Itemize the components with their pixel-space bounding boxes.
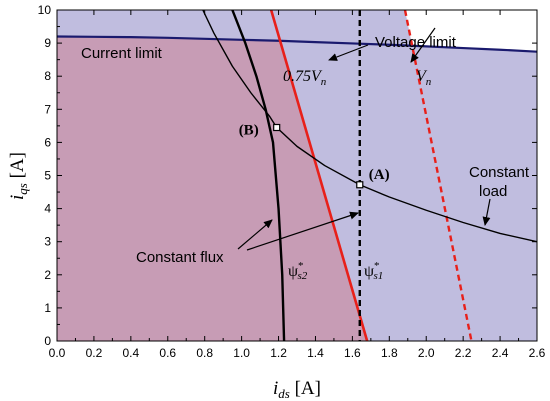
overlap-region-left (57, 36, 368, 341)
annotation-psi-s1: ψ* s1 (364, 260, 383, 282)
points-layer: (B) (A) (239, 123, 390, 189)
annotation-constant-load-2: load (479, 183, 507, 200)
annotation-voltage-limit: Voltage limit (375, 34, 457, 51)
operating-point-marker (356, 181, 364, 189)
x-tick-label: 0.6 (159, 346, 176, 360)
arrow-flux-s2 (237, 219, 273, 250)
x-tick-label: 2.0 (418, 346, 435, 360)
operating-point-marker (273, 123, 281, 132)
y-tick-label: 8 (44, 69, 51, 83)
annotation-constant-flux: Constant flux (136, 249, 224, 266)
plot-area (57, 10, 537, 341)
series-current-limit (57, 35, 537, 53)
y-tick-label: 10 (38, 3, 52, 17)
series-flux-s2 (231, 10, 286, 341)
y-tick-label: 1 (44, 301, 51, 315)
x-tick-label: 2.2 (455, 346, 472, 360)
y-tick-label: 2 (44, 268, 51, 282)
x-tick-label: 0.2 (86, 346, 103, 360)
x-tick-label: 2.6 (529, 346, 546, 360)
series-voltage-limit-0.75 (269, 10, 369, 341)
annotation-075vn: 0.75Vn (283, 68, 327, 88)
annotation-constant-load-1: Constant (469, 164, 530, 181)
operating-point-label: (A) (369, 167, 390, 183)
series-constant-load (202, 10, 537, 243)
arrow-vn (410, 27, 436, 63)
y-tick-label: 4 (44, 202, 51, 216)
x-tick-label: 1.2 (270, 346, 287, 360)
y-tick-label: 6 (44, 135, 51, 149)
x-tick-label: 1.6 (344, 346, 361, 360)
x-tick-label: 0.0 (49, 346, 66, 360)
annotation-vn: Vn (416, 68, 432, 88)
y-axis-label: iqs [A] (7, 152, 30, 200)
arrow-075vn (328, 44, 369, 61)
ticks-layer: 0.0 0.2 0.4 0.6 0.8 1.0 1.2 1.4 1.6 1.8 2.0 2.2 2.4 2… (38, 3, 546, 360)
series-layer (57, 10, 537, 341)
x-tick-label: 2.4 (492, 346, 509, 360)
y-tick-label: 7 (44, 102, 51, 116)
annotation-psi-s2: ψ* s2 (288, 260, 308, 282)
series-voltage-limit-vn (403, 10, 473, 341)
x-axis-label: ids [A] (273, 378, 321, 401)
y-tick-label: 3 (44, 235, 51, 249)
y-tick-label: 5 (44, 169, 51, 183)
x-tick-label: 0.4 (123, 346, 140, 360)
operating-point-label: (B) (239, 123, 259, 139)
x-tick-label: 0.8 (196, 346, 213, 360)
y-tick-label: 9 (44, 36, 51, 50)
arrow-flux-s1 (246, 211, 359, 251)
x-tick-label: 1.8 (381, 346, 398, 360)
annotation-current-limit: Current limit (81, 45, 163, 62)
x-tick-label: 1.4 (307, 346, 324, 360)
x-tick-label: 1.0 (233, 346, 250, 360)
y-tick-label: 0 (44, 334, 51, 348)
arrow-constant-load (482, 198, 491, 226)
